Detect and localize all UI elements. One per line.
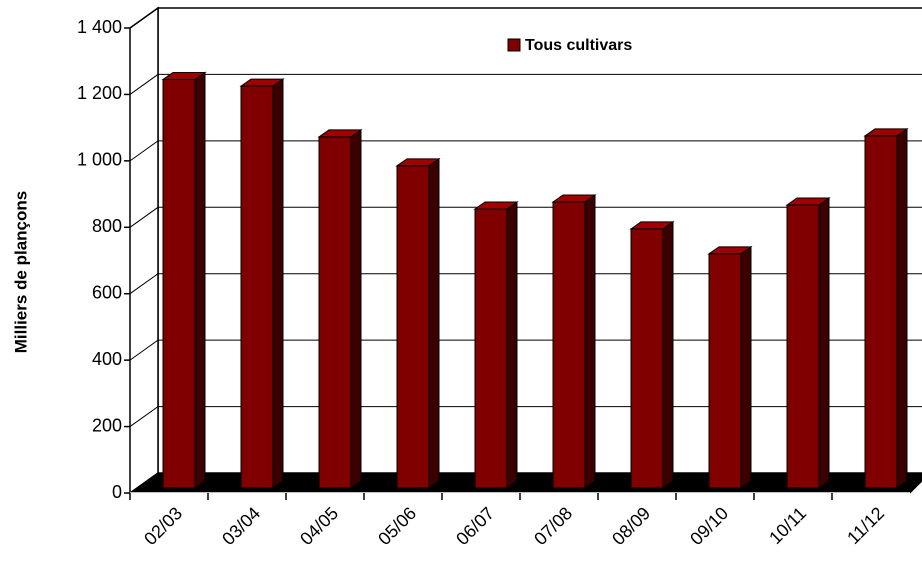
x-tick-label: 05/06 (374, 503, 420, 549)
bar-side (350, 128, 362, 489)
grid-line (129, 73, 922, 95)
bar-side (428, 157, 440, 489)
bar (708, 253, 742, 489)
bar-side (506, 201, 518, 489)
bar (162, 78, 196, 489)
bar-side (662, 220, 674, 489)
bar (786, 204, 820, 489)
bar-side (740, 245, 752, 489)
x-tick-label: 08/09 (608, 503, 654, 549)
y-tick-label: 800 (92, 216, 122, 236)
x-tick-label: 07/08 (530, 503, 576, 549)
grid-line (129, 7, 922, 29)
x-tick-label: 04/05 (296, 503, 342, 549)
bar (552, 201, 586, 489)
bar (864, 135, 898, 489)
y-tick-label: 400 (92, 349, 122, 369)
x-tick-label: 11/12 (843, 503, 888, 548)
bar-side (896, 127, 908, 489)
y-tick-label: 1 400 (77, 17, 122, 37)
bar (474, 208, 508, 489)
bar-side (584, 194, 596, 489)
grid-line (129, 140, 922, 162)
legend-swatch (507, 38, 521, 52)
x-tick-label: 02/03 (140, 503, 186, 549)
side-wall (129, 6, 159, 495)
y-tick-label: 0 (112, 482, 122, 502)
bar (240, 85, 274, 489)
x-tick-label: 09/10 (686, 503, 732, 549)
bar-side (194, 71, 206, 489)
y-tick-label: 1 000 (77, 150, 122, 170)
bar-side (818, 197, 830, 489)
bar (396, 165, 430, 489)
y-tick-label: 600 (92, 282, 122, 302)
y-tick-label: 1 200 (77, 83, 122, 103)
bar-side (272, 78, 284, 489)
x-tick-label: 03/04 (218, 503, 264, 549)
legend-label: Tous cultivars (525, 37, 632, 54)
x-tick-label: 10/11 (765, 503, 810, 548)
x-tick-label: 06/07 (452, 503, 498, 549)
bar (630, 228, 664, 489)
grid-line (129, 206, 922, 228)
bar (318, 136, 352, 489)
y-axis-title: Milliers de plançons (11, 191, 30, 354)
y-tick-label: 200 (92, 415, 122, 435)
